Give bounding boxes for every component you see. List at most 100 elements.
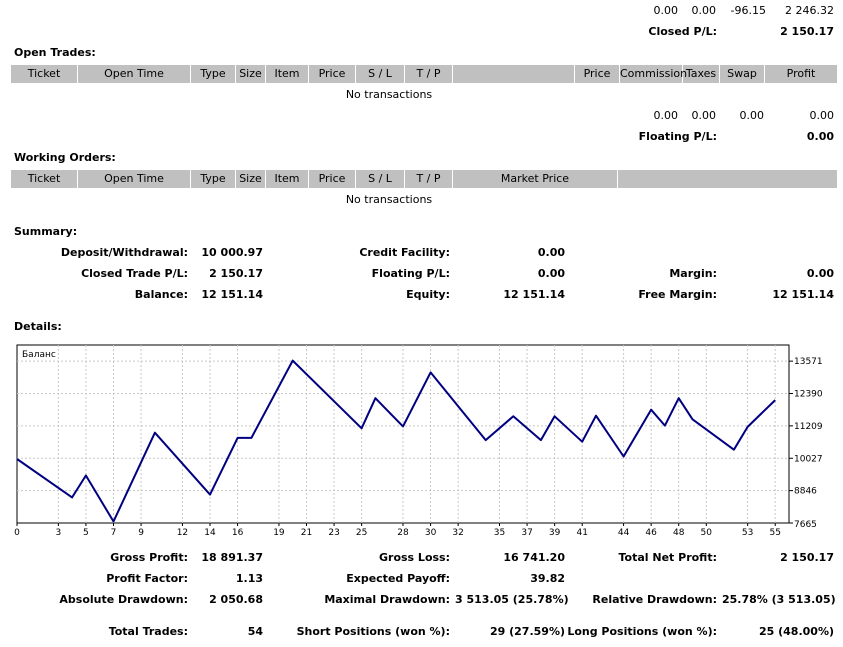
chart-x-tick-label: 9 xyxy=(138,528,144,538)
open-taxes-total: 0.00 xyxy=(691,109,717,122)
closed-pl-value: 2 150.17 xyxy=(780,25,834,38)
open-trades-empty: No transactions xyxy=(345,88,433,101)
chart-x-tick-label: 46 xyxy=(645,528,657,538)
deposit-label: Deposit/Withdrawal: xyxy=(60,246,188,259)
relative-drawdown-label: Relative Drawdown: xyxy=(592,593,717,606)
long-positions-value: 25 (48.00%) xyxy=(758,625,834,638)
chart-x-ticks: 0 3 5 7 9 12 14 16 19 21 23 25 28 30 32 35 37 39 41 44 46 48 5… xyxy=(14,523,781,538)
col-ticket[interactable]: Ticket xyxy=(11,65,78,83)
chart-y-tick-label: 12390 xyxy=(794,390,823,400)
chart-x-tick-label: 50 xyxy=(701,528,713,538)
col-size[interactable]: Size xyxy=(236,170,266,188)
summary-floating-label: Floating P/L: xyxy=(371,267,450,280)
working-orders-title: Working Orders: xyxy=(14,151,116,164)
col-price[interactable]: Price xyxy=(309,170,356,188)
short-positions-label: Short Positions (won %): xyxy=(296,625,450,638)
chart-x-tick-label: 23 xyxy=(328,528,339,538)
floating-pl-label: Floating P/L: xyxy=(638,130,717,143)
gross-profit-value: 18 891.37 xyxy=(201,551,263,564)
col-tp[interactable]: T / P xyxy=(405,65,453,83)
chart-x-tick-label: 37 xyxy=(521,528,532,538)
closed-pl-label: Closed P/L: xyxy=(648,25,717,38)
col-sl[interactable]: S / L xyxy=(356,65,405,83)
top-commission: 0.00 xyxy=(653,4,679,17)
chart-x-tick-label: 35 xyxy=(494,528,505,538)
col-ticket[interactable]: Ticket xyxy=(11,170,78,188)
total-net-value: 2 150.17 xyxy=(780,551,834,564)
chart-title: Баланс xyxy=(22,350,56,360)
col-sl[interactable]: S / L xyxy=(356,170,405,188)
chart-x-tick-label: 48 xyxy=(673,528,685,538)
col-type[interactable]: Type xyxy=(191,170,236,188)
credit-value: 0.00 xyxy=(537,246,565,259)
closed-trade-label: Closed Trade P/L: xyxy=(81,267,188,280)
chart-x-tick-label: 25 xyxy=(356,528,367,538)
margin-label: Margin: xyxy=(669,267,717,280)
chart-x-tick-label: 14 xyxy=(204,528,216,538)
chart-y-tick-label: 8846 xyxy=(794,487,817,497)
col-type[interactable]: Type xyxy=(191,65,236,83)
short-positions-value: 29 (27.59%) xyxy=(489,625,565,638)
expected-payoff-label: Expected Payoff: xyxy=(346,572,450,585)
col-profit[interactable]: Profit xyxy=(786,67,816,80)
chart-x-tick-label: 39 xyxy=(549,528,561,538)
col-market-price[interactable]: Market Price xyxy=(453,170,618,188)
chart-x-tick-label: 41 xyxy=(576,528,587,538)
chart-x-tick-label: 7 xyxy=(111,528,117,538)
chart-y-tick-label: 10027 xyxy=(794,454,823,464)
col-commission[interactable]: Commission xyxy=(620,65,687,83)
floating-pl-value: 0.00 xyxy=(806,130,834,143)
chart-x-tick-label: 5 xyxy=(83,528,89,538)
col-size[interactable]: Size xyxy=(236,65,266,83)
total-net-label: Total Net Profit: xyxy=(618,551,718,564)
absolute-drawdown-label: Absolute Drawdown: xyxy=(59,593,188,606)
open-commission-total: 0.00 xyxy=(653,109,679,122)
working-orders-header: Ticket Open Time Type Size Item Price S … xyxy=(11,170,837,188)
col-item[interactable]: Item xyxy=(266,65,309,83)
col-blank xyxy=(618,170,837,188)
open-trades-header: Ticket Open Time Type Size Item Price S … xyxy=(11,65,837,83)
relative-drawdown-value: 25.78% (3 513.05) xyxy=(722,593,836,606)
balance-line xyxy=(16,359,776,523)
open-trades-title: Open Trades: xyxy=(14,46,96,59)
chart-y-tick-label: 11209 xyxy=(794,422,823,432)
open-profit-total: 0.00 xyxy=(809,109,835,122)
maximal-drawdown-label: Maximal Drawdown: xyxy=(324,593,450,606)
long-positions-label: Long Positions (won %): xyxy=(567,625,717,638)
col-open-time[interactable]: Open Time xyxy=(78,65,191,83)
summary-floating-value: 0.00 xyxy=(537,267,565,280)
total-trades-label: Total Trades: xyxy=(108,625,188,638)
col-price[interactable]: Price xyxy=(309,65,356,83)
chart-x-tick-label: 44 xyxy=(618,528,630,538)
chart-x-tick-label: 16 xyxy=(232,528,244,538)
free-margin-label: Free Margin: xyxy=(638,288,717,301)
free-margin-value: 12 151.14 xyxy=(772,288,834,301)
chart-x-tick-label: 21 xyxy=(301,528,312,538)
chart-y-ticks: 7665 8846 10027 11209 12390 13571 xyxy=(789,357,823,530)
equity-value: 12 151.14 xyxy=(503,288,565,301)
balance-label: Balance: xyxy=(134,288,188,301)
summary-title: Summary: xyxy=(14,225,78,238)
closed-trade-value: 2 150.17 xyxy=(209,267,263,280)
margin-value: 0.00 xyxy=(806,267,834,280)
col-tp[interactable]: T / P xyxy=(405,170,453,188)
chart-x-tick-label: 30 xyxy=(425,528,437,538)
gross-loss-label: Gross Loss: xyxy=(379,551,450,564)
col-close-price[interactable]: Price xyxy=(575,65,620,83)
chart-x-tick-label: 28 xyxy=(397,528,409,538)
col-swap[interactable]: Swap xyxy=(720,65,765,83)
col-item[interactable]: Item xyxy=(266,170,309,188)
deposit-value: 10 000.97 xyxy=(201,246,263,259)
chart-y-tick-label: 13571 xyxy=(794,357,823,367)
col-taxes[interactable]: Taxes xyxy=(683,65,720,83)
chart-x-tick-label: 53 xyxy=(742,528,753,538)
col-open-time[interactable]: Open Time xyxy=(78,170,191,188)
maximal-drawdown-value: 3 513.05 (25.78%) xyxy=(455,593,569,606)
equity-label: Equity: xyxy=(406,288,450,301)
credit-label: Credit Facility: xyxy=(359,246,450,259)
working-orders-empty: No transactions xyxy=(345,193,433,206)
balance-value: 12 151.14 xyxy=(201,288,263,301)
total-trades-value: 54 xyxy=(247,625,263,638)
profit-factor-value: 1.13 xyxy=(235,572,263,585)
chart-x-tick-label: 55 xyxy=(769,528,780,538)
